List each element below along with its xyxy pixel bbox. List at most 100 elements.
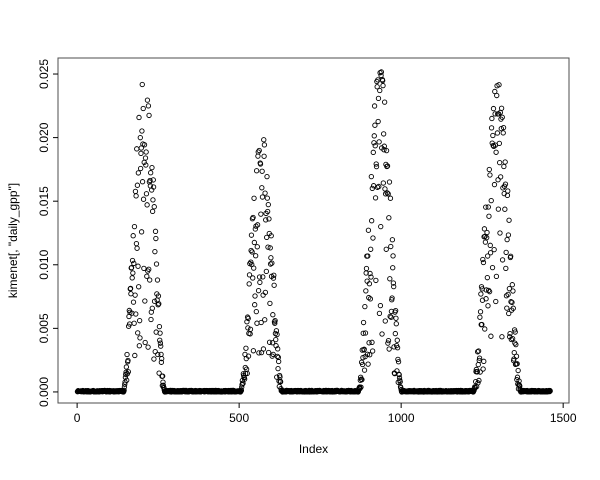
data-point (367, 352, 373, 358)
data-point (245, 315, 251, 321)
data-point (138, 150, 144, 156)
data-point (377, 302, 384, 309)
data-point (377, 87, 383, 94)
data-point (488, 333, 494, 339)
data-point (485, 253, 491, 259)
data-point (243, 345, 249, 351)
data-point (265, 349, 272, 356)
data-point (511, 349, 517, 356)
data-point (160, 373, 166, 379)
data-point (255, 288, 262, 294)
data-point (274, 374, 280, 380)
data-point (144, 97, 151, 103)
data-point (390, 253, 396, 259)
data-point (259, 168, 265, 174)
data-point (386, 215, 392, 221)
data-point (381, 99, 388, 105)
data-point (127, 285, 134, 292)
data-point (499, 257, 506, 263)
data-point (368, 274, 374, 280)
data-point (368, 246, 374, 252)
data-point (262, 317, 268, 323)
data-point (390, 280, 397, 286)
data-point (143, 191, 150, 197)
data-point (387, 276, 393, 282)
y-tick-label: 0.025 (37, 59, 51, 89)
data-point (129, 257, 136, 264)
data-point (372, 143, 378, 149)
data-point (137, 335, 143, 341)
data-point (514, 361, 520, 367)
data-point (496, 140, 502, 147)
data-point (157, 340, 164, 346)
data-point (395, 359, 402, 365)
data-point (152, 228, 159, 234)
data-point (360, 319, 367, 326)
data-point (474, 349, 481, 355)
data-point (143, 162, 149, 168)
data-point (248, 259, 254, 265)
data-point (143, 149, 149, 155)
data-point (156, 301, 162, 307)
data-point (264, 173, 270, 180)
data-point (480, 256, 486, 263)
data-point (266, 339, 273, 345)
data-point (160, 379, 166, 385)
data-point (376, 183, 382, 190)
data-point (251, 239, 258, 246)
data-point (154, 277, 161, 283)
data-point (125, 357, 131, 364)
data-point (373, 161, 379, 167)
data-point (497, 159, 503, 166)
data-point (383, 147, 390, 154)
data-point (506, 310, 512, 317)
data-point (130, 233, 136, 239)
data-point (504, 305, 510, 311)
data-point (513, 353, 520, 359)
data-point (500, 130, 506, 136)
data-point (270, 351, 276, 358)
data-point (268, 233, 274, 239)
data-point (258, 211, 264, 217)
data-point (254, 244, 260, 250)
data-point (131, 260, 137, 267)
data-point (358, 376, 364, 382)
data-point (386, 179, 393, 185)
y-tick-label: 0.005 (37, 313, 51, 343)
data-point (135, 330, 141, 336)
data-point (505, 232, 512, 238)
data-point (253, 253, 259, 259)
data-point (152, 249, 158, 255)
data-point (264, 195, 270, 201)
data-point (391, 283, 397, 290)
data-point (506, 286, 513, 292)
data-point (507, 330, 513, 337)
data-points (74, 69, 553, 395)
data-point (475, 348, 482, 354)
data-point (260, 274, 266, 280)
data-point (136, 343, 142, 349)
data-point (275, 366, 281, 372)
data-point (141, 142, 148, 148)
data-point (260, 346, 267, 352)
data-point (477, 314, 483, 320)
data-point (382, 186, 388, 192)
x-axis: 0 500 1000 1500 (74, 403, 577, 425)
data-point (382, 318, 388, 324)
data-point (480, 259, 487, 266)
data-point (375, 118, 381, 125)
data-point (376, 139, 382, 145)
data-point (136, 284, 142, 290)
data-point (371, 140, 377, 146)
data-point (257, 161, 264, 167)
data-point (396, 372, 402, 378)
data-point (142, 155, 149, 161)
data-point (484, 234, 490, 241)
data-point (271, 272, 277, 278)
data-point (510, 288, 516, 294)
plot-border (57, 57, 570, 404)
data-point (153, 261, 160, 267)
data-point (359, 377, 365, 383)
data-point (379, 331, 385, 337)
data-point (264, 234, 270, 241)
